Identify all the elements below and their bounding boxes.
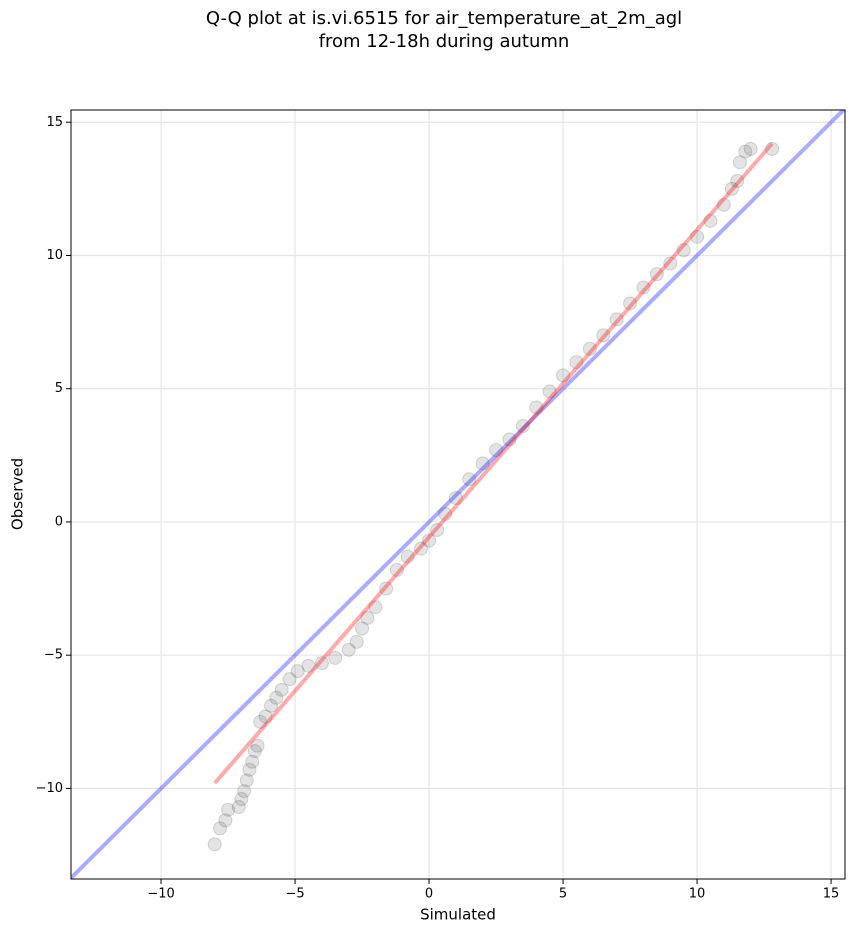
x-tick-label: −10 [147, 887, 174, 902]
point [282, 672, 297, 687]
point [716, 197, 731, 212]
point [462, 472, 477, 487]
plot-area [71, 110, 845, 879]
point [609, 312, 624, 327]
point [703, 213, 718, 228]
point [690, 229, 705, 244]
point [724, 181, 739, 196]
axes-frame [70, 109, 846, 880]
point [290, 664, 305, 679]
point [515, 419, 530, 434]
point [649, 267, 664, 282]
point [730, 173, 745, 188]
point [502, 432, 517, 447]
y-tick-label: 10 [46, 248, 63, 263]
point [529, 400, 544, 415]
point [314, 656, 329, 671]
y-tick-label: 15 [46, 115, 63, 130]
point [239, 773, 254, 788]
x-tick-label: 10 [689, 887, 706, 902]
point [569, 355, 584, 370]
point [438, 506, 453, 521]
point [743, 141, 758, 156]
point [489, 443, 504, 458]
point [250, 738, 265, 753]
point [556, 368, 571, 383]
point [542, 384, 557, 399]
point [274, 682, 289, 697]
point [765, 141, 780, 156]
point [301, 658, 316, 673]
point [596, 328, 611, 343]
point [247, 744, 262, 759]
point [430, 522, 445, 537]
point [349, 634, 364, 649]
chart-title: Q-Q plot at is.vi.6515 for air_temperatu… [206, 8, 682, 29]
point [341, 642, 356, 657]
x-tick-label: 15 [823, 887, 840, 902]
reference-line [71, 110, 845, 879]
chart-title: from 12-18h during autumn [319, 31, 570, 52]
point [422, 533, 437, 548]
point [231, 800, 246, 815]
point [218, 813, 233, 828]
point [636, 280, 651, 295]
point [368, 600, 383, 615]
point [328, 650, 343, 665]
point [263, 698, 278, 713]
y-axis-label: Observed [9, 458, 27, 530]
x-tick-label: 5 [559, 887, 567, 902]
point [355, 621, 370, 636]
y-tick-label: 0 [55, 514, 63, 529]
y-tick-label: −5 [44, 648, 63, 663]
point [258, 709, 273, 724]
x-tick-label: 0 [425, 887, 433, 902]
point [245, 754, 260, 769]
point [448, 490, 463, 505]
x-tick-label: −5 [285, 887, 304, 902]
reference-line [213, 142, 774, 785]
point [389, 562, 404, 577]
point [623, 296, 638, 311]
point [253, 714, 268, 729]
point [676, 243, 691, 258]
point [207, 837, 222, 852]
point [663, 256, 678, 271]
point [213, 821, 228, 836]
grid [71, 110, 845, 879]
point [414, 541, 429, 556]
point [221, 802, 236, 817]
point [234, 792, 249, 807]
point [400, 549, 415, 564]
x-axis-label: Simulated [420, 906, 496, 924]
point [732, 155, 747, 170]
point [582, 341, 597, 356]
point [237, 784, 252, 799]
point [738, 144, 753, 159]
point [379, 581, 394, 596]
point [475, 456, 490, 471]
point [360, 610, 375, 625]
point [269, 690, 284, 705]
y-tick-label: −10 [36, 781, 63, 796]
y-tick-label: 5 [55, 381, 63, 396]
point [242, 762, 257, 777]
